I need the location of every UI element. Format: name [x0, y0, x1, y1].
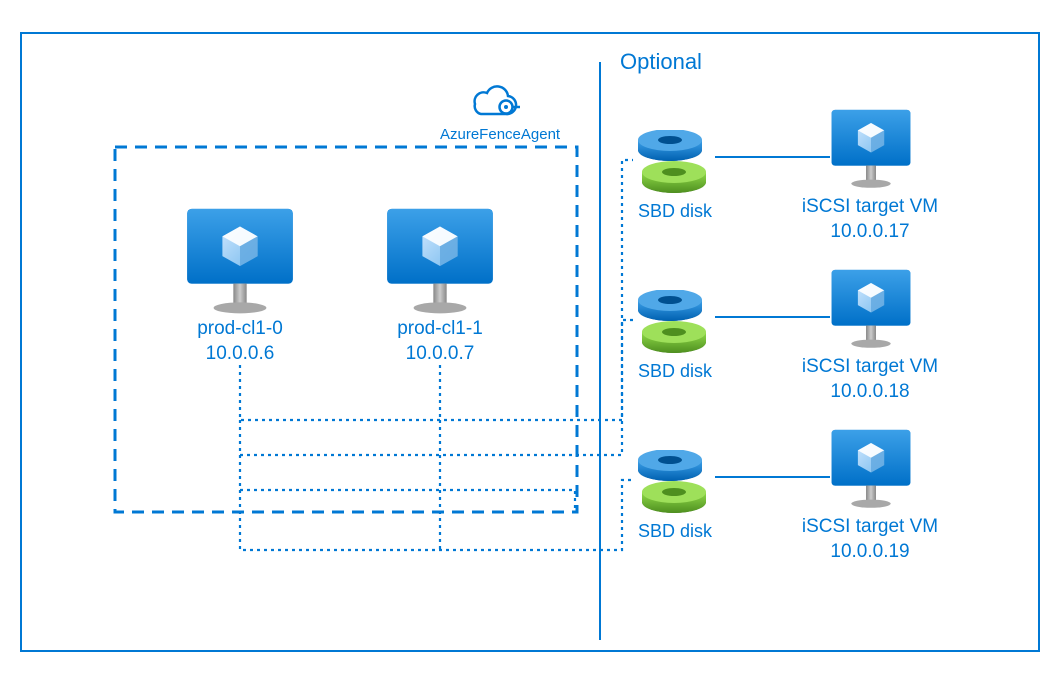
sbd-disk-label: SBD disk	[625, 200, 725, 223]
cluster-vm-icon	[385, 205, 495, 334]
optional-label: Optional	[620, 48, 702, 77]
sbd-disk-icon	[635, 450, 713, 523]
iscsi-vm-label: iSCSI target VM10.0.0.19	[785, 515, 955, 564]
diagram-canvas: Optional AzureFenceAgent	[0, 0, 1056, 677]
iscsi-vm-icon	[830, 427, 912, 525]
sbd-disk-label: SBD disk	[625, 360, 725, 383]
cluster-vm-label: prod-cl1-110.0.0.7	[365, 317, 515, 366]
iscsi-vm-icon	[830, 267, 912, 365]
iscsi-vm-label: iSCSI target VM10.0.0.17	[785, 195, 955, 244]
azure-fence-agent-label: AzureFenceAgent	[440, 125, 560, 145]
sbd-disk-label: SBD disk	[625, 520, 725, 543]
iscsi-vm-label: iSCSI target VM10.0.0.18	[785, 355, 955, 404]
cluster-vm-icon	[185, 205, 295, 334]
sbd-disk-icon	[635, 290, 713, 363]
azure-fence-agent-icon	[470, 82, 520, 125]
sbd-disk-icon	[635, 130, 713, 203]
iscsi-vm-icon	[830, 107, 912, 205]
cluster-vm-label: prod-cl1-010.0.0.6	[165, 317, 315, 366]
